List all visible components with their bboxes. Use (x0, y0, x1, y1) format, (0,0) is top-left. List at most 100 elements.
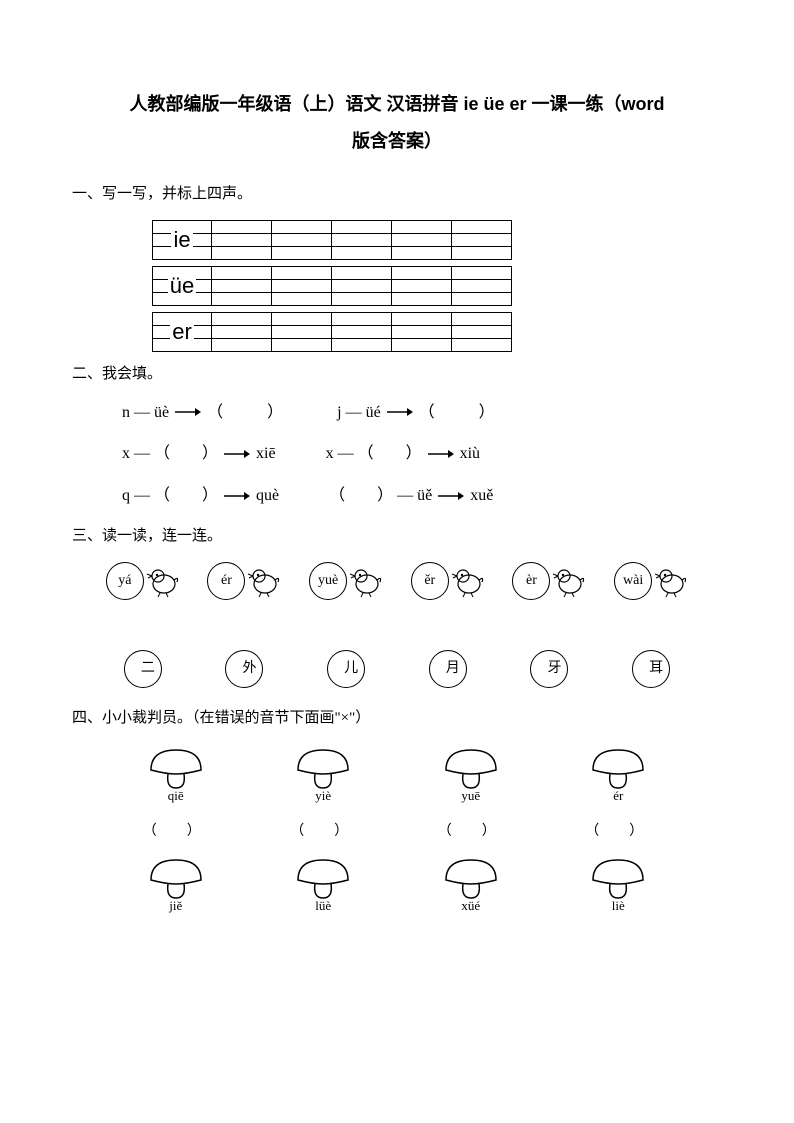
pinyin-grid-row: ie (152, 220, 722, 260)
mushroom-item[interactable]: qiē (146, 744, 206, 807)
mushroom-icon (441, 854, 501, 900)
fill-left[interactable]: x — （ ） (326, 441, 422, 467)
arrow-icon (387, 407, 413, 417)
section3-heading: 三、读一读，连一连。 (72, 524, 722, 548)
grid-cell[interactable] (212, 266, 272, 306)
mushroom-label: ér (613, 786, 623, 807)
grid-label: üe (168, 268, 196, 303)
fill-row: x — （ ） xiē x — （ ） xiù (122, 441, 722, 467)
grid-cell[interactable] (392, 312, 452, 352)
match-top-item[interactable]: ér (207, 562, 281, 600)
grid-cell: er (152, 312, 212, 352)
fill-left[interactable]: x — （ ） (122, 441, 218, 467)
grid-cell[interactable] (332, 220, 392, 260)
mushroom-item[interactable]: liè (588, 854, 648, 917)
grid-cell[interactable] (272, 220, 332, 260)
mushroom-icon (146, 744, 206, 790)
mushroom-label: qiē (168, 786, 184, 807)
grid-cell[interactable] (392, 266, 452, 306)
mushroom-item[interactable]: lüè (293, 854, 353, 917)
pinyin-grid-row: üe (152, 266, 722, 306)
arrow-icon (175, 407, 201, 417)
mushroom-item[interactable]: yuē (441, 744, 501, 807)
bird-icon (146, 564, 180, 598)
match-bottom-item[interactable]: 月 (429, 650, 467, 688)
match-bottom-item[interactable]: 耳 (632, 650, 670, 688)
fill-left[interactable]: q — （ ） (122, 483, 218, 509)
circle-label: wài (614, 562, 652, 600)
fill-right: xiē (256, 441, 276, 467)
mushroom-icon (588, 744, 648, 790)
match-bottom-item[interactable]: 外 (225, 650, 263, 688)
fill-left: n — üè (122, 400, 169, 426)
arrow-icon (438, 491, 464, 501)
match-top-item[interactable]: yuè (309, 562, 383, 600)
grid-cell[interactable] (452, 312, 512, 352)
mushroom-label: yiè (315, 786, 331, 807)
match-bottom-item[interactable]: 牙 (530, 650, 568, 688)
pinyin-grid-row: er (152, 312, 722, 352)
grid-cell[interactable] (332, 312, 392, 352)
mushroom-icon (293, 744, 353, 790)
section1-heading: 一、写一写，并标上四声。 (72, 182, 722, 206)
bird-icon (451, 564, 485, 598)
paren-blank[interactable]: （ ） (438, 821, 504, 843)
grid-label: er (170, 314, 194, 349)
grid-cell[interactable] (452, 220, 512, 260)
fill-right: xiù (460, 441, 480, 467)
match-top-item[interactable]: wài (614, 562, 688, 600)
fill-row: q — （ ） què （ ） — üě xuě (122, 483, 722, 509)
grid-cell[interactable] (392, 220, 452, 260)
match-bottom-row: 二 外 儿 月 牙 耳 (92, 650, 702, 688)
title-line2: 版含答案） (72, 127, 722, 156)
paren-blank[interactable]: （ ） (290, 821, 356, 843)
fill-row: n — üè （ ） j — üé （ ） (122, 400, 722, 426)
grid-cell[interactable] (272, 312, 332, 352)
circle-label: èr (512, 562, 550, 600)
mushroom-item[interactable]: jiě (146, 854, 206, 917)
grid-cell[interactable] (272, 266, 332, 306)
fill-left: j — üé (337, 400, 381, 426)
match-bottom-item[interactable]: 二 (124, 650, 162, 688)
bird-icon (552, 564, 586, 598)
title-line1: 人教部编版一年级语（上）语文 汉语拼音 ie üe er 一课一练（word (72, 90, 722, 119)
grid-cell[interactable] (452, 266, 512, 306)
pinyin-grids: ie üe er (152, 220, 722, 352)
grid-cell[interactable] (212, 312, 272, 352)
fill-right: xuě (470, 483, 493, 509)
arrow-icon (428, 449, 454, 459)
match-bottom-item[interactable]: 儿 (327, 650, 365, 688)
match-top-row: yá ér yuè ěr èr wài (92, 562, 702, 600)
bird-icon (654, 564, 688, 598)
circle-label: ěr (411, 562, 449, 600)
paren-blank[interactable]: （ ） (143, 821, 209, 843)
fill-item: x — （ ） xiù (326, 441, 480, 467)
circle-label: ér (207, 562, 245, 600)
mushroom-item[interactable]: ér (588, 744, 648, 807)
bird-icon (349, 564, 383, 598)
circle-label: yá (106, 562, 144, 600)
grid-cell: ie (152, 220, 212, 260)
fill-right[interactable]: （ ） (207, 400, 287, 426)
match-top-item[interactable]: èr (512, 562, 586, 600)
mushroom-label: liè (612, 896, 625, 917)
paren-row: （ ） （ ） （ ） （ ） (102, 821, 692, 843)
fill-item: q — （ ） què (122, 483, 279, 509)
mushroom-item[interactable]: xüé (441, 854, 501, 917)
fill-item: （ ） — üě xuě (329, 483, 493, 509)
match-top-item[interactable]: ěr (411, 562, 485, 600)
circle-label: yuè (309, 562, 347, 600)
mushroom-icon (588, 854, 648, 900)
match-top-item[interactable]: yá (106, 562, 180, 600)
fill-right[interactable]: （ ） (419, 400, 499, 426)
grid-cell[interactable] (212, 220, 272, 260)
fill-left[interactable]: （ ） — üě (329, 483, 432, 509)
fill-item: n — üè （ ） (122, 400, 287, 426)
mushroom-item[interactable]: yiè (293, 744, 353, 807)
paren-blank[interactable]: （ ） (585, 821, 651, 843)
mushroom-label: lüè (315, 896, 331, 917)
mushroom-icon (441, 744, 501, 790)
fill-area: n — üè （ ） j — üé （ ） x — （ ） xiē x — （ … (122, 400, 722, 509)
grid-cell[interactable] (332, 266, 392, 306)
arrow-icon (224, 449, 250, 459)
